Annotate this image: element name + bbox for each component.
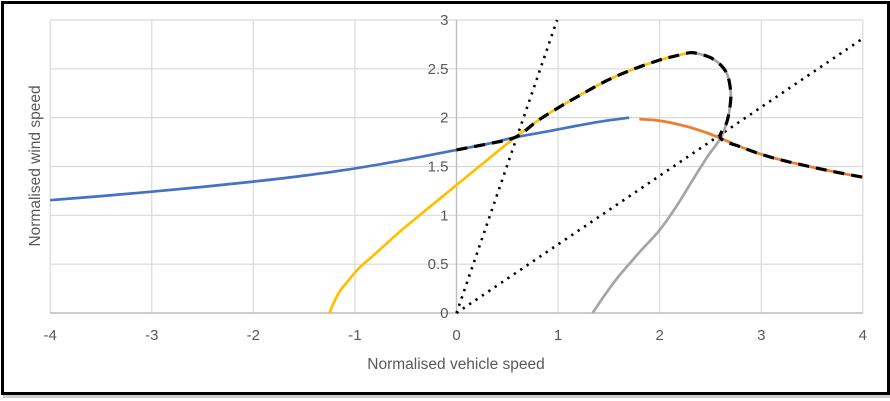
x-tick-label: 1: [554, 327, 562, 344]
x-tick-label: 4: [859, 327, 867, 344]
x-tick-label: -2: [247, 327, 260, 344]
x-tick-label: -4: [44, 327, 57, 344]
y-tick-label: 2.5: [428, 61, 449, 78]
x-tick-label: -3: [145, 327, 158, 344]
yellow-curve: [328, 51, 691, 314]
dotted-reference-line-slope-3: [455, 19, 559, 314]
y-tick-label: 2: [440, 110, 448, 127]
y-axis-title: Normalised wind speed: [27, 85, 44, 246]
dotted-reference-line-slope-0.7: [455, 37, 864, 315]
orange-curve: [639, 117, 864, 179]
x-tick-label: -1: [348, 327, 361, 344]
x-tick-label: 3: [757, 327, 765, 344]
x-tick-label: 0: [452, 327, 460, 344]
y-tick-label: 0: [440, 305, 448, 322]
x-tick-label: 2: [655, 327, 663, 344]
series-curves: [50, 19, 864, 315]
black-dashed-envelope: [456, 51, 864, 179]
blue-curve: [50, 116, 630, 202]
y-tick-label: 3: [440, 12, 448, 29]
y-tick-label: 1.5: [428, 158, 449, 175]
x-axis-title: Normalised vehicle speed: [367, 356, 544, 373]
y-tick-label: 0.5: [428, 256, 449, 273]
gray-curve: [591, 51, 733, 314]
tick-labels: -4 -3 -2 -1 0 1 2 3 4 0 0.5 1 1.5 2 2.5 3: [44, 12, 867, 344]
y-tick-label: 1: [440, 207, 448, 224]
